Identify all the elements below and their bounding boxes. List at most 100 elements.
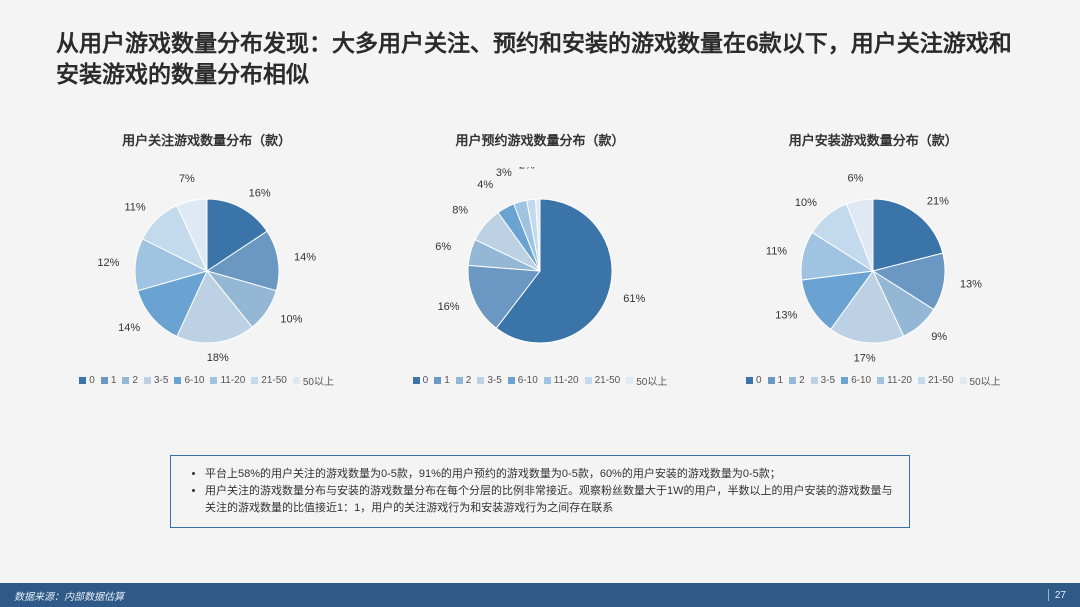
legend-label: 50以上 bbox=[303, 373, 334, 388]
pie-slice-label: 4% bbox=[477, 179, 493, 191]
footer-divider bbox=[1048, 589, 1049, 601]
legend-swatch bbox=[544, 377, 551, 384]
legend-label: 6-10 bbox=[851, 375, 871, 386]
legend-item: 2 bbox=[456, 373, 472, 388]
legend-swatch bbox=[251, 377, 258, 384]
chart-legend: 01 2 3-5 6-10 11-20 21-50 50以上 bbox=[413, 373, 668, 388]
legend-item: 11-20 bbox=[877, 373, 912, 388]
legend-swatch bbox=[789, 377, 796, 384]
legend-item: 3-5 bbox=[144, 373, 168, 388]
chart-legend: 0 1 2 3-5 6-10 11-20 21-50 50以上 bbox=[746, 373, 1001, 388]
legend-label: 0 bbox=[423, 375, 429, 386]
legend-item: 0 bbox=[746, 373, 762, 388]
pie-slice-label: 21% bbox=[927, 195, 949, 207]
legend-item: 21-50 bbox=[585, 373, 621, 388]
legend-swatch bbox=[626, 377, 633, 384]
legend-item: 11-20 bbox=[210, 373, 245, 388]
legend-label: 0 bbox=[89, 375, 95, 386]
pie-slice-label: 17% bbox=[854, 353, 876, 365]
legend-item: 2 bbox=[789, 373, 805, 388]
charts-row: 用户关注游戏数量分布（款）16%14%10%18%14%12%11%7%0123… bbox=[0, 130, 1080, 410]
legend-label: 2 bbox=[466, 375, 472, 386]
legend-swatch bbox=[477, 377, 484, 384]
legend-label: 3-5 bbox=[487, 375, 501, 386]
legend-swatch bbox=[144, 377, 151, 384]
pie-slice-label: 3% bbox=[496, 167, 512, 179]
chart-title: 用户预约游戏数量分布（款） bbox=[455, 130, 624, 149]
legend-label: 21-50 bbox=[928, 375, 954, 386]
legend-item: 6-10 bbox=[174, 373, 204, 388]
notes-item: 平台上58%的用户关注的游戏数量为0-5款，91%的用户预约的游戏数量为0-5款… bbox=[205, 466, 893, 483]
pie-slice-label: 14% bbox=[118, 322, 140, 334]
pie-slice-label: 12% bbox=[97, 257, 119, 269]
pie-slice-label: 11% bbox=[124, 202, 145, 214]
pie-slice-label: 14% bbox=[294, 251, 316, 263]
slide-title: 从用户游戏数量分布发现：大多用户关注、预约和安装的游戏数量在6款以下，用户关注游… bbox=[56, 28, 1024, 90]
legend-label: 6-10 bbox=[184, 375, 204, 386]
legend-swatch bbox=[841, 377, 848, 384]
legend-item: 6-10 bbox=[841, 373, 871, 388]
legend-item: 50以上 bbox=[960, 373, 1001, 388]
chart-legend: 0123-56-1011-2021-5050以上 bbox=[79, 373, 334, 388]
chart-cell: 用户关注游戏数量分布（款）16%14%10%18%14%12%11%7%0123… bbox=[52, 130, 362, 410]
notes-list: 平台上58%的用户关注的游戏数量为0-5款，91%的用户预约的游戏数量为0-5款… bbox=[187, 466, 893, 517]
legend-item: 50以上 bbox=[626, 373, 667, 388]
pie-slice-label: 7% bbox=[179, 173, 195, 185]
pie-slice-label: 16% bbox=[438, 301, 460, 313]
pie-chart: 16%14%10%18%14%12%11%7% bbox=[77, 167, 337, 367]
pie-slice-label: 10% bbox=[795, 197, 817, 209]
legend-label: 21-50 bbox=[595, 375, 621, 386]
legend-swatch bbox=[122, 377, 129, 384]
pie-slice-label: 2% bbox=[519, 167, 535, 172]
legend-label: 50以上 bbox=[970, 373, 1001, 388]
legend-item: 1 bbox=[434, 373, 450, 388]
legend-item: 50以上 bbox=[293, 373, 334, 388]
pie-slice-label: 18% bbox=[206, 352, 228, 364]
legend-label: 1 bbox=[111, 375, 117, 386]
legend-swatch bbox=[811, 377, 818, 384]
legend-swatch bbox=[508, 377, 515, 384]
legend-label: 3-5 bbox=[154, 375, 168, 386]
legend-label: 50以上 bbox=[636, 373, 667, 388]
legend-label: 6-10 bbox=[518, 375, 538, 386]
pie-slice-label: 6% bbox=[435, 241, 451, 253]
notes-item: 用户关注的游戏数量分布与安装的游戏数量分布在每个分层的比例非常接近。观察粉丝数量… bbox=[205, 483, 893, 517]
legend-item: 0 bbox=[413, 373, 429, 388]
legend-item: 3-5 bbox=[811, 373, 835, 388]
footer-source: 数据来源：内部数据估算 bbox=[14, 588, 124, 603]
legend-swatch bbox=[960, 377, 967, 384]
chart-cell: 用户预约游戏数量分布（款）61%16%6%8%4%3%2%1%0123-56-1… bbox=[385, 130, 695, 410]
pie-slice-label: 13% bbox=[776, 310, 798, 322]
footer-bar: 数据来源：内部数据估算 27 bbox=[0, 583, 1080, 607]
legend-swatch bbox=[585, 377, 592, 384]
footer-pagebar: 27 bbox=[1048, 589, 1066, 601]
legend-swatch bbox=[79, 377, 86, 384]
pie-wrap: 61%16%6%8%4%3%2%1% bbox=[410, 167, 670, 367]
legend-swatch bbox=[877, 377, 884, 384]
legend-item: 21-50 bbox=[918, 373, 954, 388]
legend-label: 0 bbox=[756, 375, 762, 386]
legend-swatch bbox=[293, 377, 300, 384]
legend-label: 2 bbox=[799, 375, 805, 386]
legend-item: 1 bbox=[768, 373, 784, 388]
pie-slice-label: 9% bbox=[932, 331, 948, 343]
legend-label: 11-20 bbox=[220, 375, 245, 386]
legend-swatch bbox=[746, 377, 753, 384]
legend-swatch bbox=[768, 377, 775, 384]
pie-slice-label: 61% bbox=[623, 293, 645, 305]
legend-label: 3-5 bbox=[821, 375, 835, 386]
legend-swatch bbox=[101, 377, 108, 384]
legend-item: 6-10 bbox=[508, 373, 538, 388]
legend-item: 0 bbox=[79, 373, 95, 388]
legend-swatch bbox=[456, 377, 463, 384]
pie-slice-label: 13% bbox=[960, 279, 982, 291]
pie-slice-label: 16% bbox=[248, 187, 270, 199]
legend-swatch bbox=[434, 377, 441, 384]
footer-page: 27 bbox=[1055, 590, 1066, 601]
slide: { "title": "从用户游戏数量分布发现：大多用户关注、预约和安装的游戏数… bbox=[0, 0, 1080, 607]
legend-label: 11-20 bbox=[887, 375, 912, 386]
legend-label: 1 bbox=[778, 375, 784, 386]
legend-item: 11-20 bbox=[544, 373, 579, 388]
notes-box: 平台上58%的用户关注的游戏数量为0-5款，91%的用户预约的游戏数量为0-5款… bbox=[170, 455, 910, 528]
chart-title: 用户安装游戏数量分布（款） bbox=[789, 130, 958, 149]
